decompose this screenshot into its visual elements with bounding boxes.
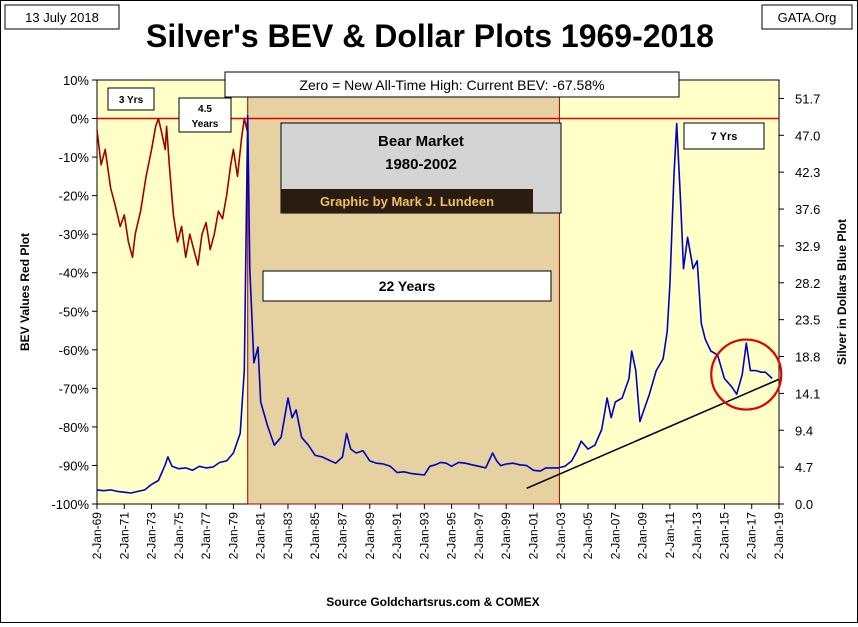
top-banner-box bbox=[224, 71, 680, 98]
span-45-box bbox=[178, 97, 232, 133]
span-7-box bbox=[683, 122, 765, 150]
right-tick-label: 0.0 bbox=[795, 497, 813, 512]
x-tick-label: 2-Jan-93 bbox=[417, 512, 431, 560]
left-axis-ticks: 10% 0% -10% -20% -30% -40% -50% -60% -70% -80% -90… bbox=[51, 73, 97, 512]
span-3-label: 3 Yrs bbox=[119, 95, 144, 106]
span-3-box bbox=[107, 87, 155, 111]
right-tick-label: 23.5 bbox=[795, 313, 820, 328]
date-box bbox=[4, 4, 120, 30]
span-45-label-1: 4.5 bbox=[198, 104, 212, 115]
x-axis-ticks: 2-Jan-69 2-Jan-71 2-Jan-73 2-Jan-75 2-Jan-77… bbox=[90, 504, 786, 559]
right-tick-label: 42.3 bbox=[795, 165, 820, 180]
x-tick-label: 2-Jan-09 bbox=[636, 512, 650, 560]
highlight-circle bbox=[710, 338, 783, 411]
source-tag: GATA.Org bbox=[778, 10, 837, 25]
span-22-box bbox=[262, 270, 552, 302]
span-7-label: 7 Yrs bbox=[711, 131, 738, 143]
left-tick-label: 0% bbox=[70, 112, 89, 127]
right-axis-label: Silver in Dollars Blue Plot bbox=[835, 219, 849, 365]
right-tick-label: 37.6 bbox=[795, 202, 820, 217]
x-tick-label: 2-Jan-91 bbox=[390, 512, 404, 560]
x-tick-label: 2-Jan-79 bbox=[226, 512, 240, 560]
x-tick-label: 2-Jan-05 bbox=[581, 512, 595, 560]
span-45-label-2: Years bbox=[192, 119, 219, 130]
bev-series-line bbox=[96, 117, 249, 266]
price-series-line bbox=[96, 114, 773, 494]
x-tick-label: 2-Jan-99 bbox=[499, 512, 513, 560]
span-22-label: 22 Years bbox=[379, 278, 436, 294]
x-tick-label: 2-Jan-03 bbox=[554, 512, 568, 560]
right-tick-label: 51.7 bbox=[795, 91, 820, 106]
left-tick-label: -30% bbox=[59, 227, 90, 242]
right-tick-label: 14.1 bbox=[795, 386, 820, 401]
left-tick-label: 10% bbox=[63, 73, 89, 88]
footer-source: Source Goldchartsrus.com & COMEX bbox=[326, 595, 539, 609]
x-tick-label: 2-Jan-01 bbox=[526, 512, 540, 560]
x-tick-label: 2-Jan-07 bbox=[608, 512, 622, 560]
x-tick-label: 2-Jan-13 bbox=[690, 512, 704, 560]
x-tick-label: 2-Jan-73 bbox=[145, 512, 159, 560]
x-tick-label: 2-Jan-19 bbox=[772, 512, 786, 560]
x-tick-label: 2-Jan-97 bbox=[472, 512, 486, 560]
right-tick-label: 9.4 bbox=[795, 423, 813, 438]
bear-market-label: Bear Market bbox=[378, 133, 464, 150]
right-tick-label: 4.7 bbox=[795, 460, 813, 475]
x-tick-label: 2-Jan-75 bbox=[172, 512, 186, 560]
left-tick-label: -10% bbox=[59, 150, 90, 165]
left-tick-label: -60% bbox=[59, 343, 90, 358]
left-tick-label: -100% bbox=[51, 497, 89, 512]
source-tag-box bbox=[761, 4, 853, 30]
right-axis-ticks: 51.7 47.0 42.3 37.6 32.9 28.2 23.5 18.8 14.1 9.4 4… bbox=[779, 91, 820, 512]
right-tick-label: 18.8 bbox=[795, 350, 820, 365]
right-tick-label: 28.2 bbox=[795, 276, 820, 291]
x-tick-label: 2-Jan-11 bbox=[663, 512, 677, 559]
left-axis-label: BEV Values Red Plot bbox=[18, 233, 32, 351]
page-title: Silver's BEV & Dollar Plots 1969-2018 bbox=[146, 18, 714, 54]
x-tick-label: 2-Jan-15 bbox=[717, 512, 731, 560]
left-tick-label: -50% bbox=[59, 304, 90, 319]
left-tick-label: -20% bbox=[59, 189, 90, 204]
left-tick-label: -70% bbox=[59, 381, 90, 396]
top-banner-label: Zero = New All-Time High: Current BEV: -… bbox=[299, 77, 604, 93]
right-tick-label: 32.9 bbox=[795, 239, 820, 254]
x-tick-label: 2-Jan-81 bbox=[254, 512, 268, 560]
x-tick-label: 2-Jan-71 bbox=[117, 512, 131, 560]
left-tick-label: -90% bbox=[59, 458, 90, 473]
left-tick-label: -80% bbox=[59, 420, 90, 435]
x-tick-label: 2-Jan-77 bbox=[199, 512, 213, 560]
left-tick-label: -40% bbox=[59, 266, 90, 281]
credit-label: Graphic by Mark J. Lundeen bbox=[320, 194, 494, 209]
x-tick-label: 2-Jan-69 bbox=[90, 512, 104, 560]
date-label: 13 July 2018 bbox=[25, 10, 99, 25]
bear-market-years: 1980-2002 bbox=[385, 156, 457, 173]
credit-bar bbox=[281, 189, 533, 213]
x-tick-label: 2-Jan-87 bbox=[336, 512, 350, 560]
x-tick-label: 2-Jan-89 bbox=[363, 512, 377, 560]
x-tick-label: 2-Jan-85 bbox=[308, 512, 322, 560]
trend-line bbox=[526, 378, 780, 490]
right-tick-label: 47.0 bbox=[795, 128, 820, 143]
x-tick-label: 2-Jan-83 bbox=[281, 512, 295, 560]
x-tick-label: 2-Jan-17 bbox=[745, 512, 759, 560]
x-tick-label: 2-Jan-95 bbox=[445, 512, 459, 560]
